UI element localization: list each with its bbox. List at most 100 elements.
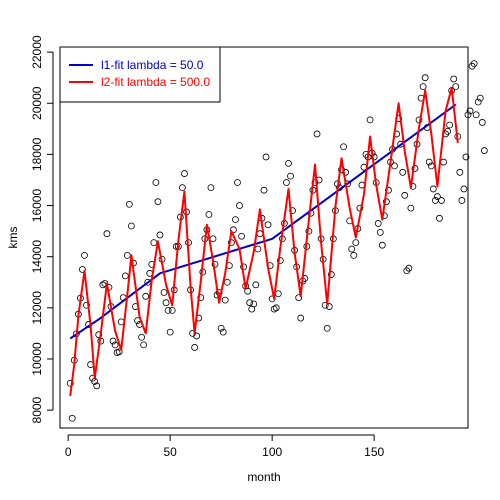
data-point — [470, 60, 478, 68]
y-tick-label: 10000 — [30, 342, 44, 376]
data-point — [270, 305, 278, 313]
data-point — [172, 243, 180, 250]
x-axis: 0 50 100 150 — [65, 434, 384, 459]
data-point — [352, 239, 360, 247]
data-point — [252, 281, 260, 289]
data-point — [181, 170, 188, 177]
data-point — [283, 179, 290, 186]
data-point — [460, 185, 468, 193]
legend: l1-fit lambda = 50.0 l2-fit lambda = 500… — [59, 46, 221, 103]
data-point — [327, 271, 335, 278]
data-point — [450, 75, 458, 83]
data-point — [83, 301, 90, 309]
data-point — [142, 292, 150, 300]
data-point — [103, 230, 111, 238]
data-point — [236, 202, 243, 209]
data-point — [425, 158, 433, 166]
data-point — [234, 179, 241, 186]
data-point — [162, 299, 170, 307]
data-point — [385, 186, 392, 194]
data-point — [323, 324, 331, 332]
data-point — [370, 153, 378, 161]
data-point — [321, 301, 329, 309]
data-point — [232, 216, 239, 224]
data-point — [160, 289, 168, 296]
legend-label-l1: l1-fit lambda = 50.0 — [101, 58, 204, 72]
data-point — [260, 186, 268, 194]
data-point — [81, 251, 88, 259]
data-point — [164, 306, 172, 314]
data-point — [166, 328, 174, 336]
data-point — [193, 332, 201, 340]
data-point — [289, 207, 296, 215]
data-point — [197, 294, 205, 301]
x-tick-label: 100 — [262, 445, 282, 459]
data-point — [325, 303, 333, 310]
data-point — [95, 331, 103, 339]
y-tick-label: 14000 — [30, 240, 44, 274]
data-point — [229, 226, 237, 234]
data-point — [399, 168, 407, 176]
x-axis-title: month — [247, 470, 280, 484]
data-point — [127, 222, 135, 230]
data-point — [264, 221, 272, 229]
data-point — [411, 165, 419, 172]
data-point — [287, 172, 294, 180]
data-point — [472, 111, 480, 119]
data-point — [444, 127, 452, 135]
data-point — [125, 200, 133, 208]
data-point — [227, 239, 235, 247]
y-axis-title: kms — [6, 227, 20, 249]
data-point — [458, 197, 466, 204]
data-point — [429, 185, 437, 193]
fit-lines — [69, 86, 459, 397]
data-point — [205, 211, 213, 218]
data-point — [285, 159, 292, 167]
data-point — [382, 198, 390, 206]
data-point — [238, 232, 245, 240]
data-point — [366, 116, 374, 124]
data-point — [138, 333, 146, 341]
data-point — [219, 328, 227, 336]
data-point — [140, 341, 148, 349]
y-tick-label: 8000 — [30, 396, 44, 423]
data-point — [295, 294, 303, 301]
data-point — [342, 168, 350, 176]
data-point — [272, 304, 280, 312]
x-tick-label: 50 — [163, 445, 177, 459]
data-point — [419, 83, 427, 91]
data-point — [244, 287, 252, 295]
data-point — [407, 204, 415, 212]
data-point — [297, 314, 305, 322]
legend-label-l2: l2-fit lambda = 500.0 — [101, 75, 210, 89]
data-point — [313, 130, 321, 138]
data-point — [262, 153, 270, 161]
data-point — [93, 382, 101, 390]
data-point — [66, 379, 74, 387]
data-point — [480, 147, 488, 154]
data-point — [221, 296, 229, 304]
data-point — [111, 341, 119, 349]
data-point — [276, 257, 284, 264]
y-tick-label: 12000 — [30, 291, 44, 325]
data-point — [466, 107, 474, 115]
data-point — [474, 98, 482, 106]
data-point — [436, 214, 443, 222]
data-point — [462, 153, 470, 161]
data-point — [340, 143, 347, 151]
data-point — [446, 121, 454, 129]
y-tick-label: 16000 — [30, 189, 44, 223]
data-point — [250, 300, 258, 308]
data-point — [456, 168, 464, 176]
data-point — [178, 184, 186, 192]
data-point — [391, 162, 398, 170]
y-tick-label: 20000 — [30, 86, 44, 120]
data-point — [152, 179, 160, 186]
y-tick-label: 22000 — [30, 35, 44, 69]
y-axis: 8000 10000 12000 14000 16000 18000 20000 22000 — [30, 35, 54, 423]
series-line-l2 — [69, 86, 459, 397]
data-point — [476, 94, 484, 102]
data-point — [211, 260, 219, 268]
legend-box — [59, 46, 221, 103]
